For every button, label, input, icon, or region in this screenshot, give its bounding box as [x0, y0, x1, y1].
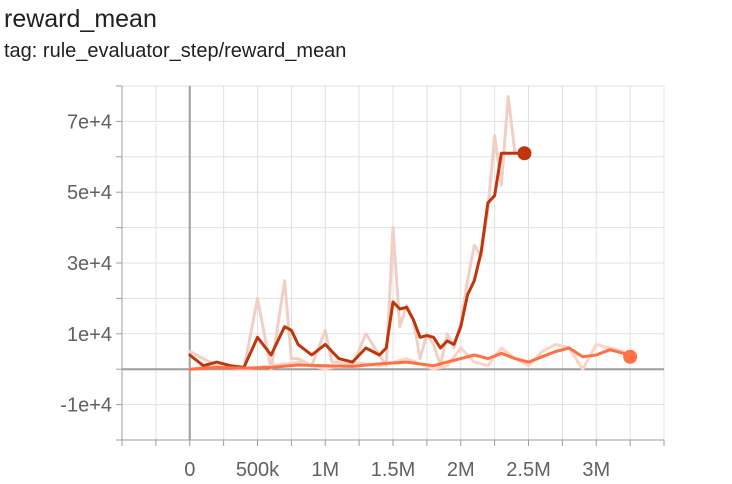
- smoothed-series: [188, 146, 638, 371]
- raw-series: [188, 95, 632, 371]
- tick-labels: 0 500k 1M 1.5M 2M 2.5M 3M -1e+4 1e+4 3e+4 5e+4 7e+4: [60, 111, 610, 481]
- x-tick-label: 2M: [447, 459, 475, 481]
- x-tick-label: 2.5M: [506, 459, 550, 481]
- series-line-1: [188, 151, 526, 369]
- y-tick-label: -1e+4: [60, 395, 112, 417]
- raw-line-2: [188, 342, 632, 371]
- chart-title: reward_mean: [4, 5, 157, 33]
- x-tick-label: 500k: [236, 459, 280, 481]
- series-end-marker-1: [517, 146, 532, 161]
- chart-subtitle: tag: rule_evaluator_step/reward_mean: [4, 40, 347, 62]
- x-tick-label: 3M: [582, 459, 610, 481]
- series-end-marker-2: [623, 349, 638, 364]
- x-tick-label: 1M: [311, 459, 339, 481]
- series-line-2: [188, 346, 632, 371]
- x-tick-label: 0: [184, 459, 195, 481]
- y-tick-label: 3e+4: [67, 253, 112, 275]
- grid: [121, 85, 665, 441]
- raw-line-1: [188, 95, 526, 371]
- y-tick-label: 7e+4: [67, 111, 112, 133]
- y-tick-label: 5e+4: [67, 182, 112, 204]
- x-tick-label: 1.5M: [371, 459, 415, 481]
- y-tick-label: 1e+4: [67, 324, 112, 346]
